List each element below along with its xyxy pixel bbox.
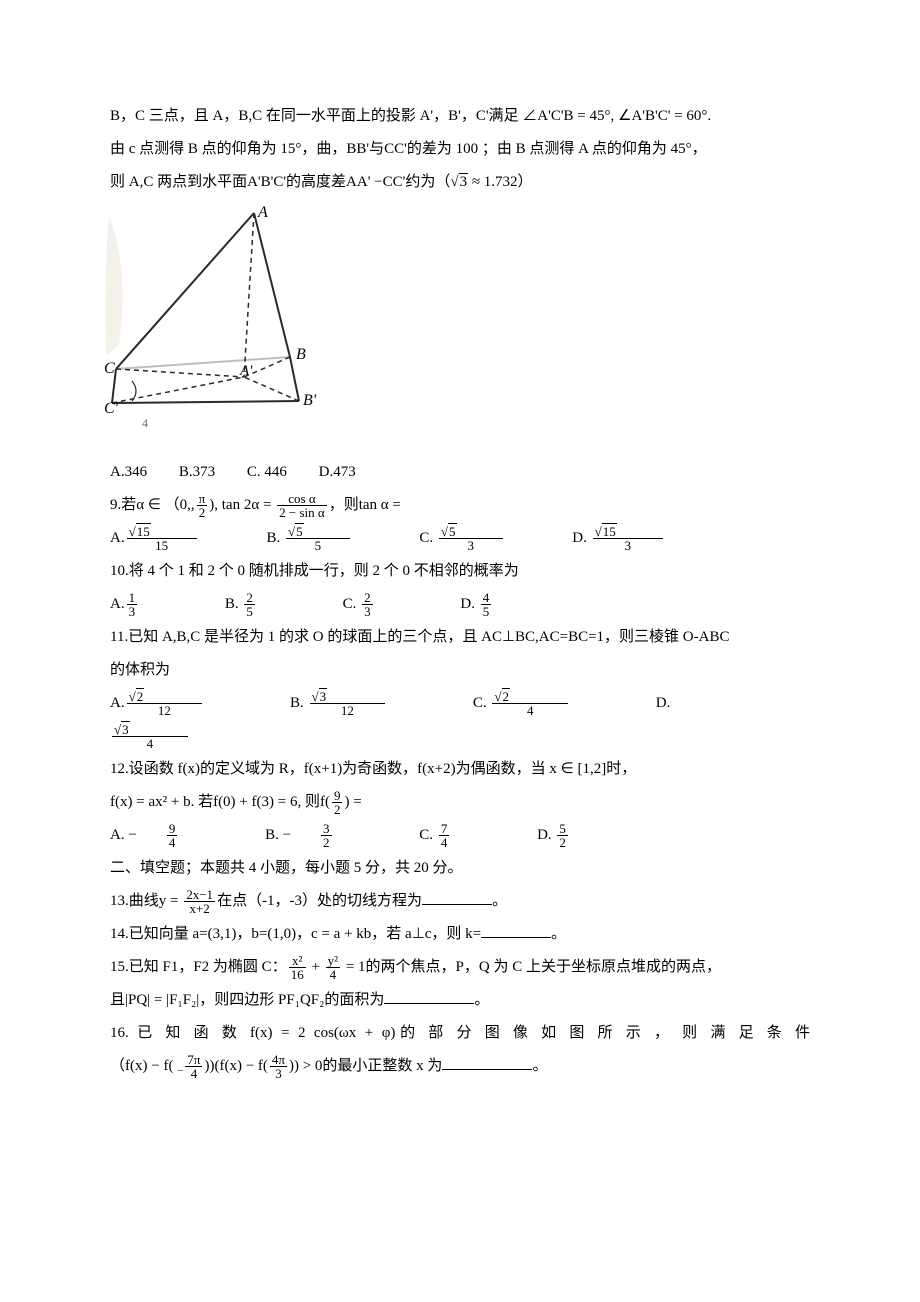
section2-header: 二、填空题；本题共 4 小题，每小题 5 分，共 20 分。	[110, 852, 810, 885]
sqrt3: 3	[450, 166, 468, 199]
q11-stem1: 11.已知 A,B,C 是半径为 1 的求 O 的球面上的三个点，且 AC⊥BC…	[110, 621, 810, 654]
q8-line2: 由 c 点测得 B 点的仰角为 15°，曲，BB'与CC'的差为 100 ；由 …	[110, 133, 810, 166]
q14-blank[interactable]	[481, 923, 551, 938]
q14: 14.已知向量 a=(3,1)，b=(1,0)，c = a + kb，若 a⊥c…	[110, 918, 810, 951]
q8-line3-a: 则 A,C 两点到水平面A'B'C'的高度差AA' −CC'约为（	[110, 174, 450, 190]
q11-options: A.212 B. 312 C. 24 D. 34	[110, 687, 810, 753]
q12-line1: 12.设函数 f(x)的定义域为 R，f(x+1)为奇函数，f(x+2)为偶函数…	[110, 753, 810, 786]
q13: 13.曲线y = 2x−1x+2在点（-1，-3）处的切线方程为。	[110, 885, 810, 918]
q9-optA: A.1515	[110, 530, 241, 546]
svg-text:B': B'	[303, 392, 317, 409]
q10-optA: A.13	[110, 596, 193, 612]
q8-line1: B，C 三点，且 A，B,C 在同一水平面上的投影 A'，B'，C'满足 ∠A'…	[110, 100, 810, 133]
q8-optA: A.346	[110, 464, 147, 480]
q12-line2: f(x) = ax² + b. 若f(0) + f(3) = 6, 则f(92)…	[110, 786, 810, 819]
q8-line3-b: ≈ 1.732）	[468, 174, 532, 190]
q10-optD: D. 45	[460, 596, 547, 612]
q9-stem: 9.若α ∈ （0,,π2), tan 2α = cos α2 − sin α，…	[110, 489, 810, 522]
q8-figure: A B C A' B' C' 4	[104, 205, 810, 450]
q11-stem2: 的体积为	[110, 654, 810, 687]
svg-text:A': A'	[239, 363, 253, 379]
svg-text:B: B	[296, 346, 306, 363]
q16-line2: （f(x) − f( −7π4))(f(x) − f(4π3)) > 0的最小正…	[110, 1050, 810, 1083]
q8-optB: B.373	[179, 464, 215, 480]
q12-optD: D. 52	[537, 827, 624, 843]
q12-optB: B. −32	[265, 827, 387, 843]
svg-text:4: 4	[142, 416, 148, 430]
q11-optC: C. 24	[473, 695, 624, 711]
q10-optC: C. 23	[343, 596, 429, 612]
q11-optA: A.212	[110, 695, 258, 711]
q10-options: A.13 B. 25 C. 23 D. 45	[110, 588, 810, 621]
q9-options: A.1515 B. 55 C. 53 D. 153	[110, 522, 810, 555]
q9-optD: D. 153	[572, 530, 706, 546]
q15-line1: 15.已知 F1，F2 为椭圆 C：x²16 + y²4 = 1的两个焦点，P，…	[110, 951, 810, 984]
svg-text:C: C	[104, 360, 115, 377]
q9-optB: B. 55	[266, 530, 393, 546]
svg-text:C': C'	[104, 400, 119, 417]
q8-line3: 则 A,C 两点到水平面A'B'C'的高度差AA' −CC'约为（3 ≈ 1.7…	[110, 166, 810, 199]
q12-optA: A. −94	[110, 827, 233, 843]
q12-options: A. −94 B. −32 C. 74 D. 52	[110, 819, 810, 852]
q10-stem: 10.将 4 个 1 和 2 个 0 随机排成一行，则 2 个 0 不相邻的概率…	[110, 555, 810, 588]
q15-blank[interactable]	[384, 989, 474, 1004]
q8-options: A.346 B.373 C. 446 D.473	[110, 456, 810, 489]
q16-line1: 16. 已 知 函 数 f(x) = 2 cos(ωx + φ)的 部 分 图 …	[110, 1017, 810, 1050]
q13-blank[interactable]	[422, 890, 492, 905]
q16-blank[interactable]	[442, 1055, 532, 1070]
q12-optC: C. 74	[419, 827, 505, 843]
q8-optC: C. 446	[247, 464, 287, 480]
q9-optC: C. 53	[419, 530, 546, 546]
svg-text:A: A	[257, 205, 268, 221]
q11-optB: B. 312	[290, 695, 441, 711]
q10-optB: B. 25	[225, 596, 311, 612]
q8-optD: D.473	[319, 464, 356, 480]
q15-line2: 且|PQ| = |F₁F₂|，则四边形 PF₁QF₂的面积为。	[110, 984, 810, 1017]
